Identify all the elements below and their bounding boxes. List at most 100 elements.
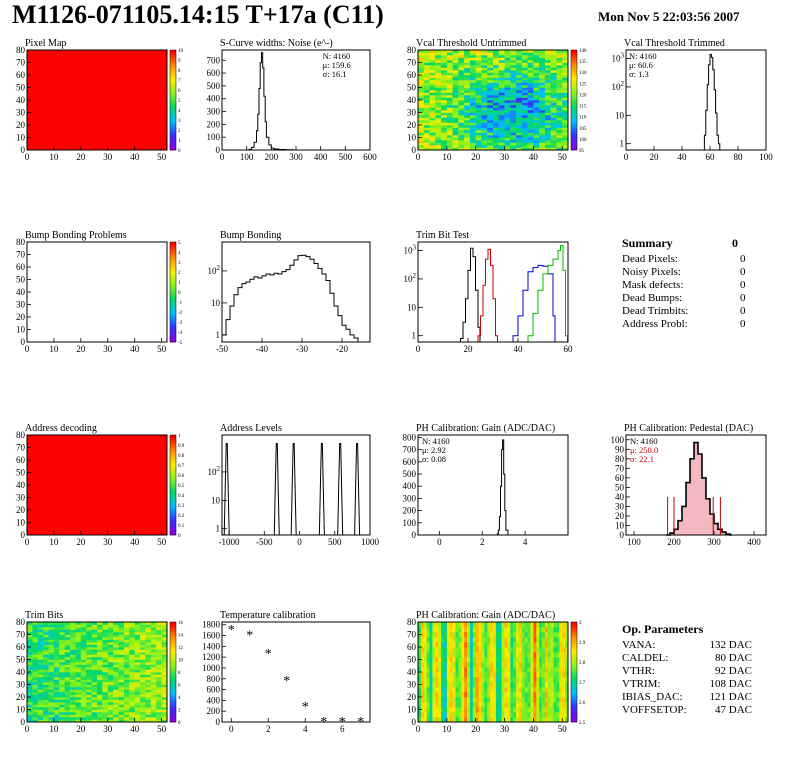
heatmap-cell <box>527 130 534 133</box>
heatmap-cell <box>420 692 425 698</box>
color-scale-segment <box>571 694 577 698</box>
heatmap-cell <box>441 677 445 683</box>
heatmap-cell <box>53 714 60 718</box>
color-scale-segment <box>571 147 577 151</box>
heatmap-cell <box>429 717 433 723</box>
color-scale-segment <box>170 644 176 648</box>
heatmap-cell <box>452 692 456 698</box>
heatmap-cell <box>518 682 523 688</box>
heatmap-cell <box>43 684 49 688</box>
heatmap-cell <box>91 692 98 695</box>
heatmap-cell <box>478 632 482 638</box>
heatmap-cell <box>458 687 462 693</box>
heatmap-cell <box>53 637 60 640</box>
heatmap-cell <box>452 80 459 83</box>
heatmap-cell <box>449 667 453 673</box>
heatmap-cell <box>513 682 517 688</box>
heatmap-cell <box>484 667 488 673</box>
heatmap-cell <box>443 712 448 718</box>
y-tick-label: 103 <box>612 52 625 64</box>
color-scale-label: 115 <box>579 105 587 110</box>
heatmap-cell <box>478 642 482 648</box>
heatmap-cell <box>452 107 459 111</box>
color-scale-segment <box>170 262 176 265</box>
color-scale-segment <box>170 254 176 258</box>
y-tick-label: 300 <box>207 107 221 117</box>
heatmap-cell <box>80 652 87 655</box>
heatmap-cell <box>452 130 459 133</box>
heatmap-cell <box>150 624 157 628</box>
heatmap-cell <box>134 624 141 628</box>
data-series <box>460 247 481 342</box>
heatmap-cell <box>426 657 430 663</box>
heatmap-cell <box>435 75 442 78</box>
heatmap-cell <box>145 674 152 678</box>
y-tick-label: 30 <box>615 501 625 511</box>
heatmap-cell <box>418 137 425 141</box>
heatmap-cell <box>70 654 76 658</box>
data-series <box>527 245 568 342</box>
heatmap-cell <box>161 644 168 648</box>
heatmap-cell <box>429 90 436 93</box>
heatmap-cell <box>475 95 482 98</box>
heatmap-cell <box>455 657 459 663</box>
heatmap-cell <box>562 712 566 718</box>
summary-label: Mask defects: <box>622 279 683 291</box>
heatmap-cell <box>435 677 439 683</box>
heatmap-cell <box>134 627 141 630</box>
color-scale-segment <box>170 520 176 523</box>
heatmap-cell <box>435 72 442 76</box>
heatmap-cell <box>475 667 479 673</box>
heatmap-cell <box>533 95 540 98</box>
heatmap-cell <box>478 682 482 688</box>
y-tick-label: 103 <box>404 244 417 256</box>
heatmap-cell <box>32 714 39 718</box>
heatmap-cell <box>481 125 488 128</box>
heatmap-cell <box>53 629 60 633</box>
heatmap-cell <box>504 100 511 103</box>
heatmap-cell <box>423 652 427 658</box>
heatmap-cell <box>118 707 125 710</box>
heatmap-cell <box>441 85 448 88</box>
heatmap-cell <box>498 667 502 673</box>
heatmap-cell <box>521 102 528 106</box>
color-scale-label: -4 <box>178 331 183 336</box>
color-scale-segment <box>170 292 176 295</box>
heatmap-cell <box>129 632 135 635</box>
heatmap-cell <box>32 677 39 680</box>
color-scale-segment <box>170 329 176 333</box>
heatmap-cell <box>97 652 103 655</box>
heatmap-cell <box>469 672 474 678</box>
y-tick-label: 50 <box>16 83 26 93</box>
color-scale-segment <box>571 112 577 116</box>
heatmap-cell <box>475 130 482 133</box>
heatmap-cell <box>48 642 55 645</box>
y-tick-label: 400 <box>403 481 417 491</box>
heatmap-cell <box>140 672 146 675</box>
heatmap-cell <box>113 634 119 638</box>
heatmap-cell <box>469 122 476 126</box>
heatmap-cell <box>478 647 482 653</box>
heatmap-cell <box>140 714 146 718</box>
heatmap-cell <box>544 120 551 123</box>
y-tick-label: 30 <box>16 108 26 118</box>
heatmap-cell <box>118 682 125 685</box>
heatmap-cell <box>493 120 500 123</box>
heatmap-cell <box>556 125 563 128</box>
heatmap-cell <box>435 85 442 88</box>
heatmap-cell <box>536 692 540 698</box>
heatmap-cell <box>80 622 87 625</box>
color-scale-label: 12 <box>178 646 184 651</box>
color-scale-segment <box>170 50 176 53</box>
heatmap-cell <box>533 122 540 126</box>
heatmap-cell <box>423 147 430 151</box>
heatmap-cell <box>556 677 560 683</box>
heatmap-cell <box>420 697 425 703</box>
heatmap-cell <box>37 667 44 670</box>
heatmap-cell <box>37 709 44 713</box>
heatmap-cell <box>527 110 534 113</box>
x-tick-label: 30 <box>103 152 113 162</box>
heatmap-cell <box>556 97 563 101</box>
heatmap-cell <box>556 140 563 143</box>
heatmap-cell <box>102 707 109 710</box>
